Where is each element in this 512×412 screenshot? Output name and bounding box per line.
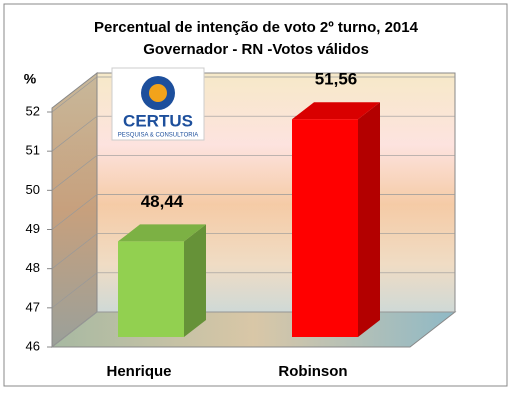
- y-tick-label: 47: [26, 299, 40, 314]
- y-tick-label: 51: [26, 143, 40, 158]
- y-tick-label: 52: [26, 103, 40, 118]
- bar-top: [118, 224, 206, 242]
- chart-subtitle: Governador - RN -Votos válidos: [143, 41, 369, 58]
- value-label: 48,44: [141, 192, 184, 211]
- side-wall: [51, 71, 98, 349]
- logo-icon: [149, 84, 167, 102]
- grid-line: [51, 76, 455, 113]
- bar-side: [358, 102, 380, 337]
- value-label: 51,56: [315, 70, 358, 89]
- logo-name: CERTUS: [123, 111, 193, 130]
- chart-title: Percentual de intenção de voto 2º turno,…: [94, 19, 419, 36]
- y-tick-label: 50: [26, 182, 40, 197]
- bar: [292, 119, 358, 337]
- floor: [50, 311, 457, 348]
- bar-side: [184, 224, 206, 337]
- y-tick-label: 46: [26, 338, 40, 353]
- x-tick-label: Robinson: [278, 363, 347, 380]
- y-tick-label: 48: [26, 260, 40, 275]
- y-axis-label: %: [24, 71, 37, 87]
- bar-top: [292, 102, 380, 120]
- logo-tagline: PESQUISA & CONSULTORIA: [118, 133, 198, 139]
- logo: CERTUS PESQUISA & CONSULTORIA: [111, 67, 205, 141]
- y-tick-label: 49: [26, 221, 40, 236]
- bar: [118, 241, 184, 337]
- x-tick-label: Henrique: [106, 363, 171, 380]
